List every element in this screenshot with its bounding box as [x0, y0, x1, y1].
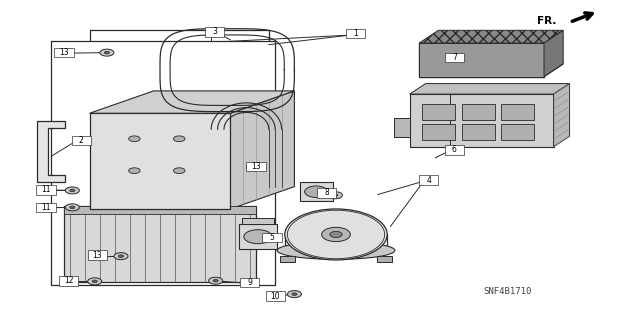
Polygon shape: [37, 121, 65, 182]
Polygon shape: [554, 84, 570, 147]
Circle shape: [328, 192, 342, 199]
Ellipse shape: [277, 241, 395, 259]
Bar: [501, 104, 534, 120]
Polygon shape: [377, 256, 392, 262]
Circle shape: [305, 186, 328, 197]
Polygon shape: [410, 84, 570, 94]
Bar: [240, 278, 259, 287]
Bar: [64, 206, 256, 214]
Text: 4: 4: [426, 176, 431, 185]
Circle shape: [333, 194, 338, 197]
Circle shape: [118, 255, 124, 257]
Circle shape: [129, 136, 140, 142]
Circle shape: [173, 168, 185, 174]
Text: SNF4B1710: SNF4B1710: [483, 287, 532, 296]
Text: 6: 6: [452, 145, 457, 154]
Circle shape: [292, 293, 297, 295]
Polygon shape: [90, 91, 294, 113]
Text: 9: 9: [247, 278, 252, 287]
Bar: [462, 123, 495, 140]
Bar: [64, 206, 256, 282]
Circle shape: [70, 189, 75, 192]
Circle shape: [114, 253, 128, 260]
Bar: [300, 182, 333, 201]
Text: 12: 12: [64, 276, 73, 285]
Bar: [36, 203, 56, 212]
Bar: [266, 291, 285, 301]
Circle shape: [285, 209, 387, 260]
Bar: [262, 233, 282, 242]
Text: 5: 5: [269, 233, 275, 242]
Circle shape: [287, 291, 301, 298]
Circle shape: [246, 164, 260, 171]
Circle shape: [129, 168, 140, 174]
Circle shape: [104, 51, 109, 54]
Polygon shape: [280, 256, 295, 262]
Circle shape: [251, 166, 256, 168]
Bar: [205, 27, 224, 37]
Bar: [422, 123, 456, 140]
Polygon shape: [419, 30, 563, 43]
Polygon shape: [230, 91, 294, 209]
Bar: [246, 162, 266, 171]
Bar: [419, 43, 544, 77]
Circle shape: [209, 277, 223, 284]
Text: 11: 11: [42, 203, 51, 212]
Text: 13: 13: [92, 251, 102, 260]
Circle shape: [322, 227, 350, 241]
Circle shape: [213, 279, 218, 282]
Bar: [72, 136, 91, 145]
Circle shape: [88, 278, 102, 285]
Bar: [410, 94, 554, 147]
Bar: [346, 29, 365, 38]
Bar: [462, 104, 495, 120]
Bar: [422, 104, 456, 120]
Bar: [317, 188, 336, 198]
Text: 13: 13: [251, 162, 261, 171]
Text: 2: 2: [79, 136, 84, 145]
Bar: [54, 48, 74, 57]
Circle shape: [100, 49, 114, 56]
Bar: [36, 185, 56, 195]
Bar: [239, 224, 277, 249]
Bar: [59, 276, 78, 286]
Bar: [88, 250, 107, 260]
Circle shape: [330, 231, 342, 238]
Bar: [445, 53, 464, 62]
Bar: [90, 113, 230, 209]
Text: 3: 3: [212, 27, 217, 36]
Bar: [501, 123, 534, 140]
Circle shape: [92, 280, 97, 283]
Text: 8: 8: [324, 189, 329, 197]
Text: 7: 7: [452, 53, 457, 62]
Circle shape: [65, 187, 79, 194]
Bar: [419, 175, 438, 185]
Circle shape: [70, 206, 75, 209]
Text: FR.: FR.: [538, 16, 557, 26]
Circle shape: [244, 230, 272, 244]
Bar: [445, 145, 464, 155]
Bar: [242, 218, 274, 224]
Text: 11: 11: [42, 185, 51, 194]
Text: 13: 13: [59, 48, 69, 57]
Polygon shape: [394, 118, 410, 137]
Polygon shape: [544, 30, 563, 77]
Circle shape: [173, 136, 185, 142]
Text: 1: 1: [353, 29, 358, 38]
Text: 10: 10: [270, 292, 280, 300]
Circle shape: [65, 204, 79, 211]
